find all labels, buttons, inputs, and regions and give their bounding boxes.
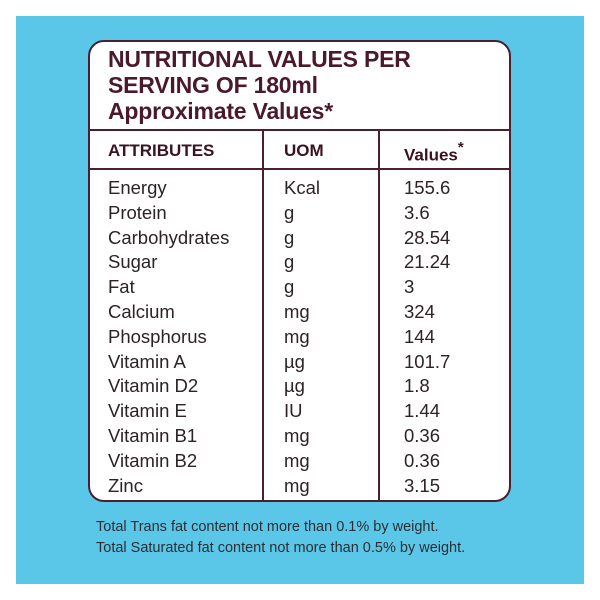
footnote-saturated-fat: Total Saturated fat content not more tha… — [96, 540, 466, 556]
title-line-2: SERVING OF 180ml — [108, 72, 318, 98]
row-attribute: Vitamin B1 — [108, 424, 198, 446]
header-values-label: Values — [404, 145, 458, 165]
row-value: 3.6 — [404, 201, 430, 223]
title-line-3: Approximate Values* — [108, 98, 334, 124]
row-uom: mg — [284, 325, 310, 347]
row-value: 101.7 — [404, 350, 451, 372]
header-attributes: ATTRIBUTES — [108, 141, 215, 160]
table-row: Vitamin A µg 101.7 — [90, 350, 509, 375]
row-attribute: Vitamin A — [108, 350, 186, 372]
row-attribute: Sugar — [108, 251, 158, 273]
table-row: Phosphorus mg 144 — [90, 325, 509, 350]
footnotes: Total Trans fat content not more than 0.… — [96, 517, 516, 559]
row-value: 3.15 — [404, 474, 441, 496]
column-divider-2 — [378, 129, 380, 500]
row-attribute: Phosphorus — [108, 325, 207, 347]
row-value: 3 — [404, 276, 415, 298]
row-uom: Kcal — [284, 177, 320, 198]
row-uom: µg — [284, 375, 305, 397]
row-uom: µg — [284, 350, 305, 372]
table-row: Energy Kcal 155.6 — [90, 176, 509, 201]
row-value: 324 — [404, 300, 435, 322]
row-attribute: Energy — [108, 177, 167, 198]
row-value: 0.36 — [404, 449, 441, 471]
row-value: 28.54 — [404, 226, 451, 248]
header-values: Values* — [404, 139, 464, 166]
header-bottom-rule — [90, 168, 509, 170]
row-attribute: Calcium — [108, 300, 175, 322]
footnote-trans-fat: Total Trans fat content not more than 0.… — [96, 519, 439, 535]
row-uom: mg — [284, 300, 310, 322]
table-row: Vitamin E IU 1.44 — [90, 399, 509, 424]
row-value: 21.24 — [404, 251, 451, 273]
table-row: Sugar g 21.24 — [90, 250, 509, 275]
row-attribute: Fat — [108, 276, 135, 298]
row-uom: g — [284, 276, 295, 298]
header-uom: UOM — [284, 141, 324, 160]
title-line-1: NUTRITIONAL VALUES PER — [108, 46, 411, 72]
row-attribute: Protein — [108, 201, 167, 223]
row-uom: mg — [284, 449, 310, 471]
row-value: 1.44 — [404, 400, 441, 422]
row-uom: IU — [284, 400, 303, 422]
table-row: Fat g 3 — [90, 275, 509, 300]
header-values-asterisk: * — [457, 139, 464, 156]
table-row: Zinc mg 3.15 — [90, 474, 509, 499]
column-divider-1 — [262, 129, 264, 500]
nutrition-title: NUTRITIONAL VALUES PER SERVING OF 180ml … — [108, 46, 488, 124]
nutrition-table-body: Energy Kcal 155.6 Protein g 3.6 Carbohydrates g… — [90, 176, 509, 498]
row-value: 0.36 — [404, 424, 441, 446]
row-attribute: Vitamin D2 — [108, 375, 199, 397]
table-row: Vitamin B1 mg 0.36 — [90, 424, 509, 449]
nutrition-facts-card: NUTRITIONAL VALUES PER SERVING OF 180ml … — [88, 40, 511, 502]
table-row: Vitamin D2 µg 1.8 — [90, 374, 509, 399]
row-attribute: Zinc — [108, 474, 143, 496]
table-row: Carbohydrates g 28.54 — [90, 226, 509, 251]
table-row: Protein g 3.6 — [90, 201, 509, 226]
row-uom: g — [284, 251, 295, 273]
row-uom: g — [284, 201, 295, 223]
row-value: 155.6 — [404, 177, 451, 198]
row-uom: mg — [284, 474, 310, 496]
table-top-rule — [90, 129, 509, 131]
row-uom: g — [284, 226, 295, 248]
table-row: Calcium mg 324 — [90, 300, 509, 325]
table-row: Vitamin B2 mg 0.36 — [90, 449, 509, 474]
row-value: 144 — [404, 325, 435, 347]
row-value: 1.8 — [404, 375, 430, 397]
row-attribute: Carbohydrates — [108, 226, 230, 248]
row-uom: mg — [284, 424, 310, 446]
row-attribute: Vitamin E — [108, 400, 187, 422]
row-attribute: Vitamin B2 — [108, 449, 198, 471]
